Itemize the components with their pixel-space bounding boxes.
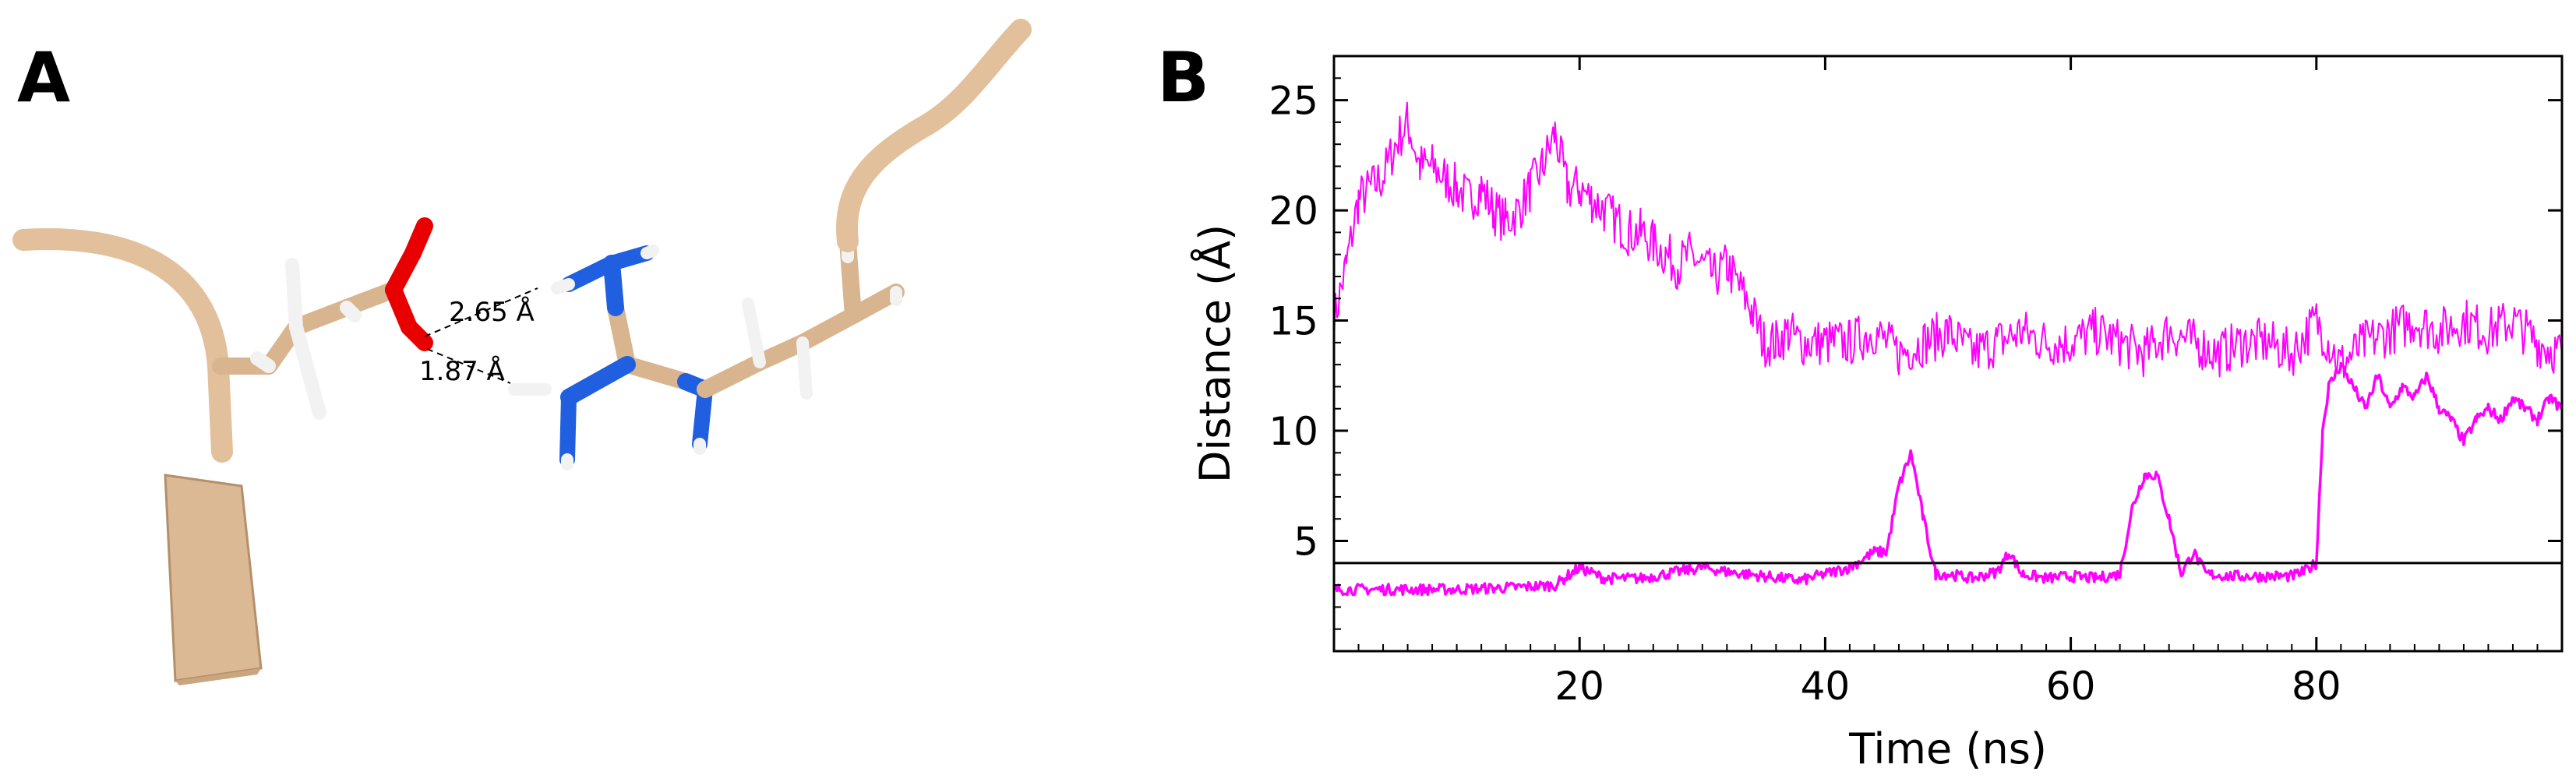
arginine-side-chain	[559, 233, 905, 467]
helix-cylinder	[164, 474, 263, 682]
y-ticks: 5 10 15 20 25	[1269, 77, 2562, 630]
distance-label-2: 1.87 Å	[419, 355, 505, 387]
panel-b: B 20 40 60 80 5 10 15 20 25 Time (ns) Distance …	[1157, 37, 2564, 773]
hbond-line-2	[426, 348, 511, 384]
distance-chart: 20 40 60 80 5 10 15 20 25 Time (ns) Distance (Å…	[1190, 55, 2564, 773]
x-tick-label: 20	[1554, 664, 1604, 709]
y-axis-label: Distance (Å)	[1190, 224, 1240, 483]
x-tick-label: 40	[1801, 664, 1851, 709]
x-axis-label: Time (ns)	[1848, 724, 2047, 773]
x-ticks: 20 40 60 80	[1357, 56, 2539, 709]
y-tick-label: 5	[1293, 520, 1318, 565]
left-backbone-tube	[12, 228, 233, 463]
y-tick-label: 10	[1269, 409, 1318, 454]
panel-b-letter: B	[1157, 37, 1209, 118]
panel-a-letter: A	[17, 37, 70, 118]
series-line-1	[1333, 361, 2564, 597]
x-tick-label: 80	[2292, 664, 2341, 709]
y-tick-label: 25	[1269, 79, 1318, 124]
y-tick-label: 15	[1269, 299, 1318, 344]
x-tick-label: 60	[2046, 664, 2096, 709]
helix-cylinder-end	[175, 668, 261, 685]
panel-a: A 2.65 Å 1.87 Å	[12, 19, 1032, 685]
series-layer	[1333, 101, 2564, 597]
carboxylate-oxygens	[385, 217, 433, 351]
series-line-0	[1333, 101, 2563, 379]
distance-label-1: 2.65 Å	[449, 296, 535, 328]
y-tick-label: 20	[1269, 188, 1318, 234]
acid-hydrogens	[250, 258, 362, 420]
hbond-line-1	[424, 287, 538, 337]
right-backbone-tube	[836, 19, 1032, 252]
